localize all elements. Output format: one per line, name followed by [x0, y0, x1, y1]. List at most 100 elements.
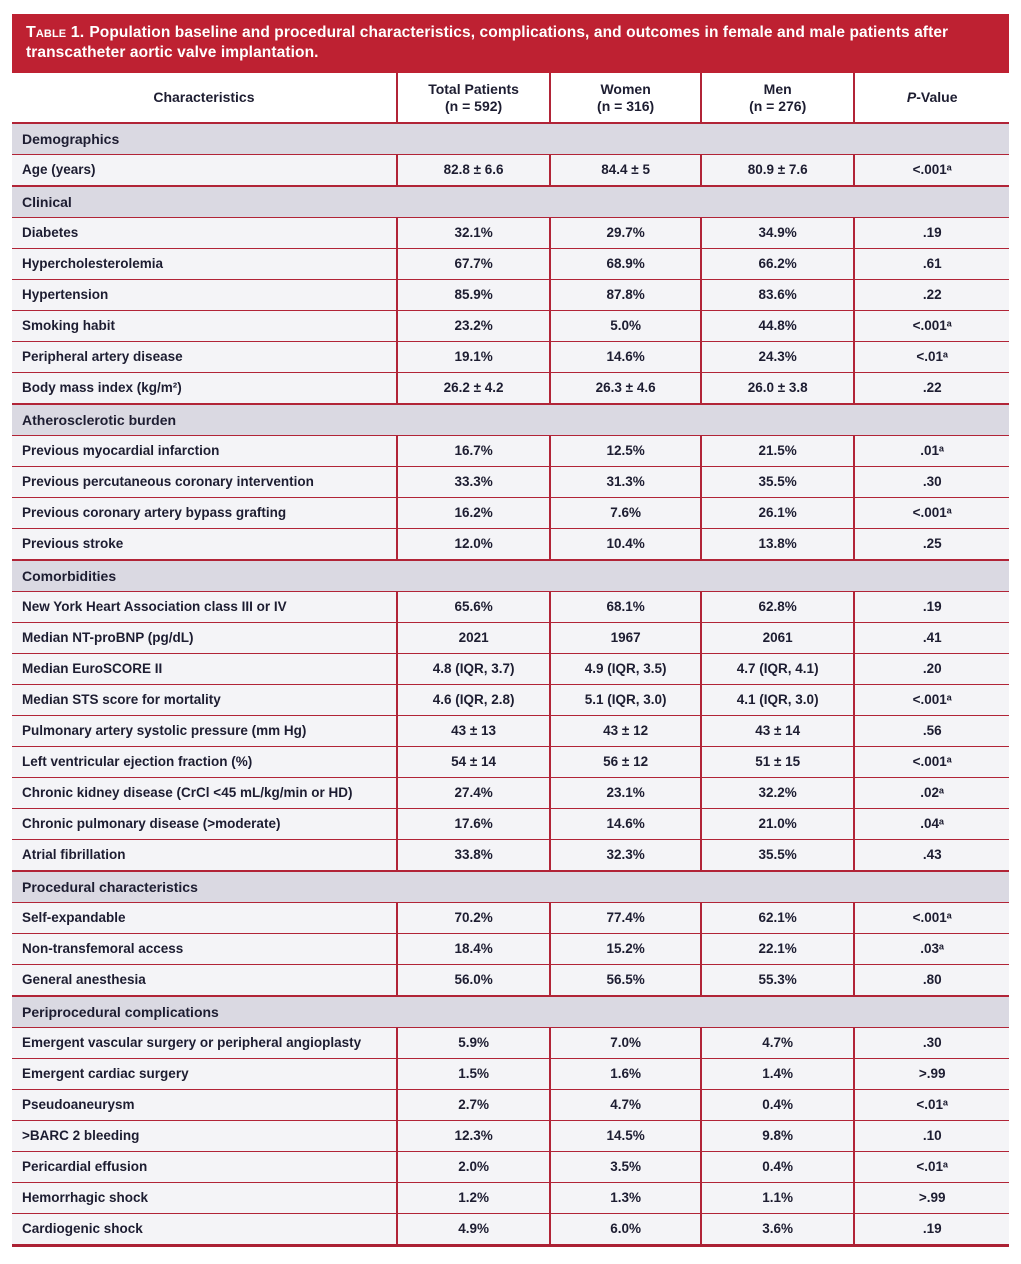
p-value: .30 [853, 466, 1009, 498]
p-value: <.001ᵃ [853, 902, 1009, 934]
table-row: Previous myocardial infarction 16.7% 12.5%… [12, 435, 1009, 467]
table-row: Smoking habit 23.2% 5.0% 44.8% <.001ᵃ [12, 310, 1009, 342]
men-value: 21.5% [699, 435, 855, 467]
section-header: Clinical [12, 185, 1009, 218]
characteristic-label: Pulmonary artery systolic pressure (mm H… [12, 715, 397, 747]
men-value: 1.4% [699, 1058, 855, 1090]
p-value: .56 [853, 715, 1009, 747]
characteristic-label: Emergent vascular surgery or peripheral … [12, 1027, 397, 1059]
men-value: 35.5% [699, 466, 855, 498]
column-header-men: Men (n = 276) [699, 73, 855, 123]
women-value: 68.9% [549, 248, 701, 280]
men-value: 13.8% [699, 528, 855, 560]
total-patients-value: 54 ± 14 [395, 746, 551, 778]
men-value: 35.5% [699, 839, 855, 871]
total-patients-value: 17.6% [395, 808, 551, 840]
characteristic-label: Atrial fibrillation [12, 839, 397, 871]
section-row: Periprocedural complications [12, 995, 1009, 1028]
women-value: 12.5% [549, 435, 701, 467]
section-row: Comorbidities [12, 559, 1009, 592]
table-row: Emergent cardiac surgery 1.5% 1.6% 1.4% >.99 [12, 1058, 1009, 1090]
table-row: Median STS score for mortality 4.6 (IQR, … [12, 684, 1009, 716]
women-value: 23.1% [549, 777, 701, 809]
p-value: .41 [853, 622, 1009, 654]
characteristic-label: Chronic kidney disease (CrCl <45 mL/kg/m… [12, 777, 397, 809]
table-row: New York Heart Association class III or … [12, 591, 1009, 623]
p-value: .30 [853, 1027, 1009, 1059]
total-patients-value: 2.0% [395, 1151, 551, 1183]
section-row: Clinical [12, 185, 1009, 218]
women-value: 31.3% [549, 466, 701, 498]
total-patients-value: 32.1% [395, 217, 551, 249]
p-value: .22 [853, 372, 1009, 404]
table-row: Age (years) 82.8 ± 6.6 84.4 ± 5 80.9 ± 7.6 <… [12, 154, 1009, 186]
men-value: 4.7% [699, 1027, 855, 1059]
total-patients-value: 4.6 (IQR, 2.8) [395, 684, 551, 716]
women-value: 10.4% [549, 528, 701, 560]
p-value: >.99 [853, 1058, 1009, 1090]
men-value: 22.1% [699, 933, 855, 965]
women-value: 26.3 ± 4.6 [549, 372, 701, 404]
women-value: 3.5% [549, 1151, 701, 1183]
women-value: 14.6% [549, 341, 701, 373]
header-row: Characteristics Total Patients (n = 592)… [12, 73, 1009, 123]
men-value: 55.3% [699, 964, 855, 996]
characteristic-label: Non-transfemoral access [12, 933, 397, 965]
total-patients-value: 16.7% [395, 435, 551, 467]
men-value: 2061 [699, 622, 855, 654]
characteristic-label: Hemorrhagic shock [12, 1182, 397, 1214]
table-row: Body mass index (kg/m²) 26.2 ± 4.2 26.3 ± … [12, 372, 1009, 404]
p-value: <.001ᵃ [853, 310, 1009, 342]
p-value: .19 [853, 217, 1009, 249]
column-header-label: Total Patients [428, 80, 519, 97]
characteristic-label: Age (years) [12, 154, 397, 186]
p-value: <.001ᵃ [853, 746, 1009, 778]
p-value: .43 [853, 839, 1009, 871]
characteristic-label: Chronic pulmonary disease (>moderate) [12, 808, 397, 840]
column-header-n: (n = 316) [597, 97, 655, 114]
women-value: 77.4% [549, 902, 701, 934]
table-row: Chronic kidney disease (CrCl <45 mL/kg/m… [12, 777, 1009, 809]
total-patients-value: 1.2% [395, 1182, 551, 1214]
column-header-label: P-Value [906, 89, 958, 105]
total-patients-value: 82.8 ± 6.6 [395, 154, 551, 186]
table-row: Pseudoaneurysm 2.7% 4.7% 0.4% <.01ᵃ [12, 1089, 1009, 1121]
column-header-women: Women (n = 316) [549, 73, 701, 123]
p-value: <.001ᵃ [853, 497, 1009, 529]
table-row: Previous percutaneous coronary intervent… [12, 466, 1009, 498]
p-value: .19 [853, 1213, 1009, 1246]
characteristic-label: General anesthesia [12, 964, 397, 996]
patient-characteristics-table: Table 1. Population baseline and procedur… [12, 14, 1009, 1247]
characteristic-label: Pericardial effusion [12, 1151, 397, 1183]
women-value: 4.7% [549, 1089, 701, 1121]
men-value: 26.0 ± 3.8 [699, 372, 855, 404]
men-value: 34.9% [699, 217, 855, 249]
men-value: 83.6% [699, 279, 855, 311]
column-header-label: Characteristics [153, 89, 255, 105]
p-value: .22 [853, 279, 1009, 311]
p-value: .80 [853, 964, 1009, 996]
p-value: <.01ᵃ [853, 341, 1009, 373]
p-value: <.001ᵃ [853, 684, 1009, 716]
section-header: Procedural characteristics [12, 870, 1009, 903]
men-value: 3.6% [699, 1213, 855, 1246]
table-title-bar: Table 1. Population baseline and procedur… [12, 14, 1009, 73]
table-row: Non-transfemoral access 18.4% 15.2% 22.1% .0… [12, 933, 1009, 965]
total-patients-value: 2021 [395, 622, 551, 654]
men-value: 51 ± 15 [699, 746, 855, 778]
total-patients-value: 12.3% [395, 1120, 551, 1152]
table-row: Previous stroke 12.0% 10.4% 13.8% .25 [12, 528, 1009, 560]
p-value: .61 [853, 248, 1009, 280]
total-patients-value: 4.9% [395, 1213, 551, 1246]
p-value: <.01ᵃ [853, 1089, 1009, 1121]
total-patients-value: 16.2% [395, 497, 551, 529]
table-body: Demographics Age (years) 82.8 ± 6.6 84.4 ± … [12, 122, 1009, 1246]
p-value: <.01ᵃ [853, 1151, 1009, 1183]
total-patients-value: 67.7% [395, 248, 551, 280]
section-row: Procedural characteristics [12, 870, 1009, 903]
women-value: 84.4 ± 5 [549, 154, 701, 186]
men-value: 4.7 (IQR, 4.1) [699, 653, 855, 685]
p-value: .19 [853, 591, 1009, 623]
women-value: 56 ± 12 [549, 746, 701, 778]
men-value: 66.2% [699, 248, 855, 280]
